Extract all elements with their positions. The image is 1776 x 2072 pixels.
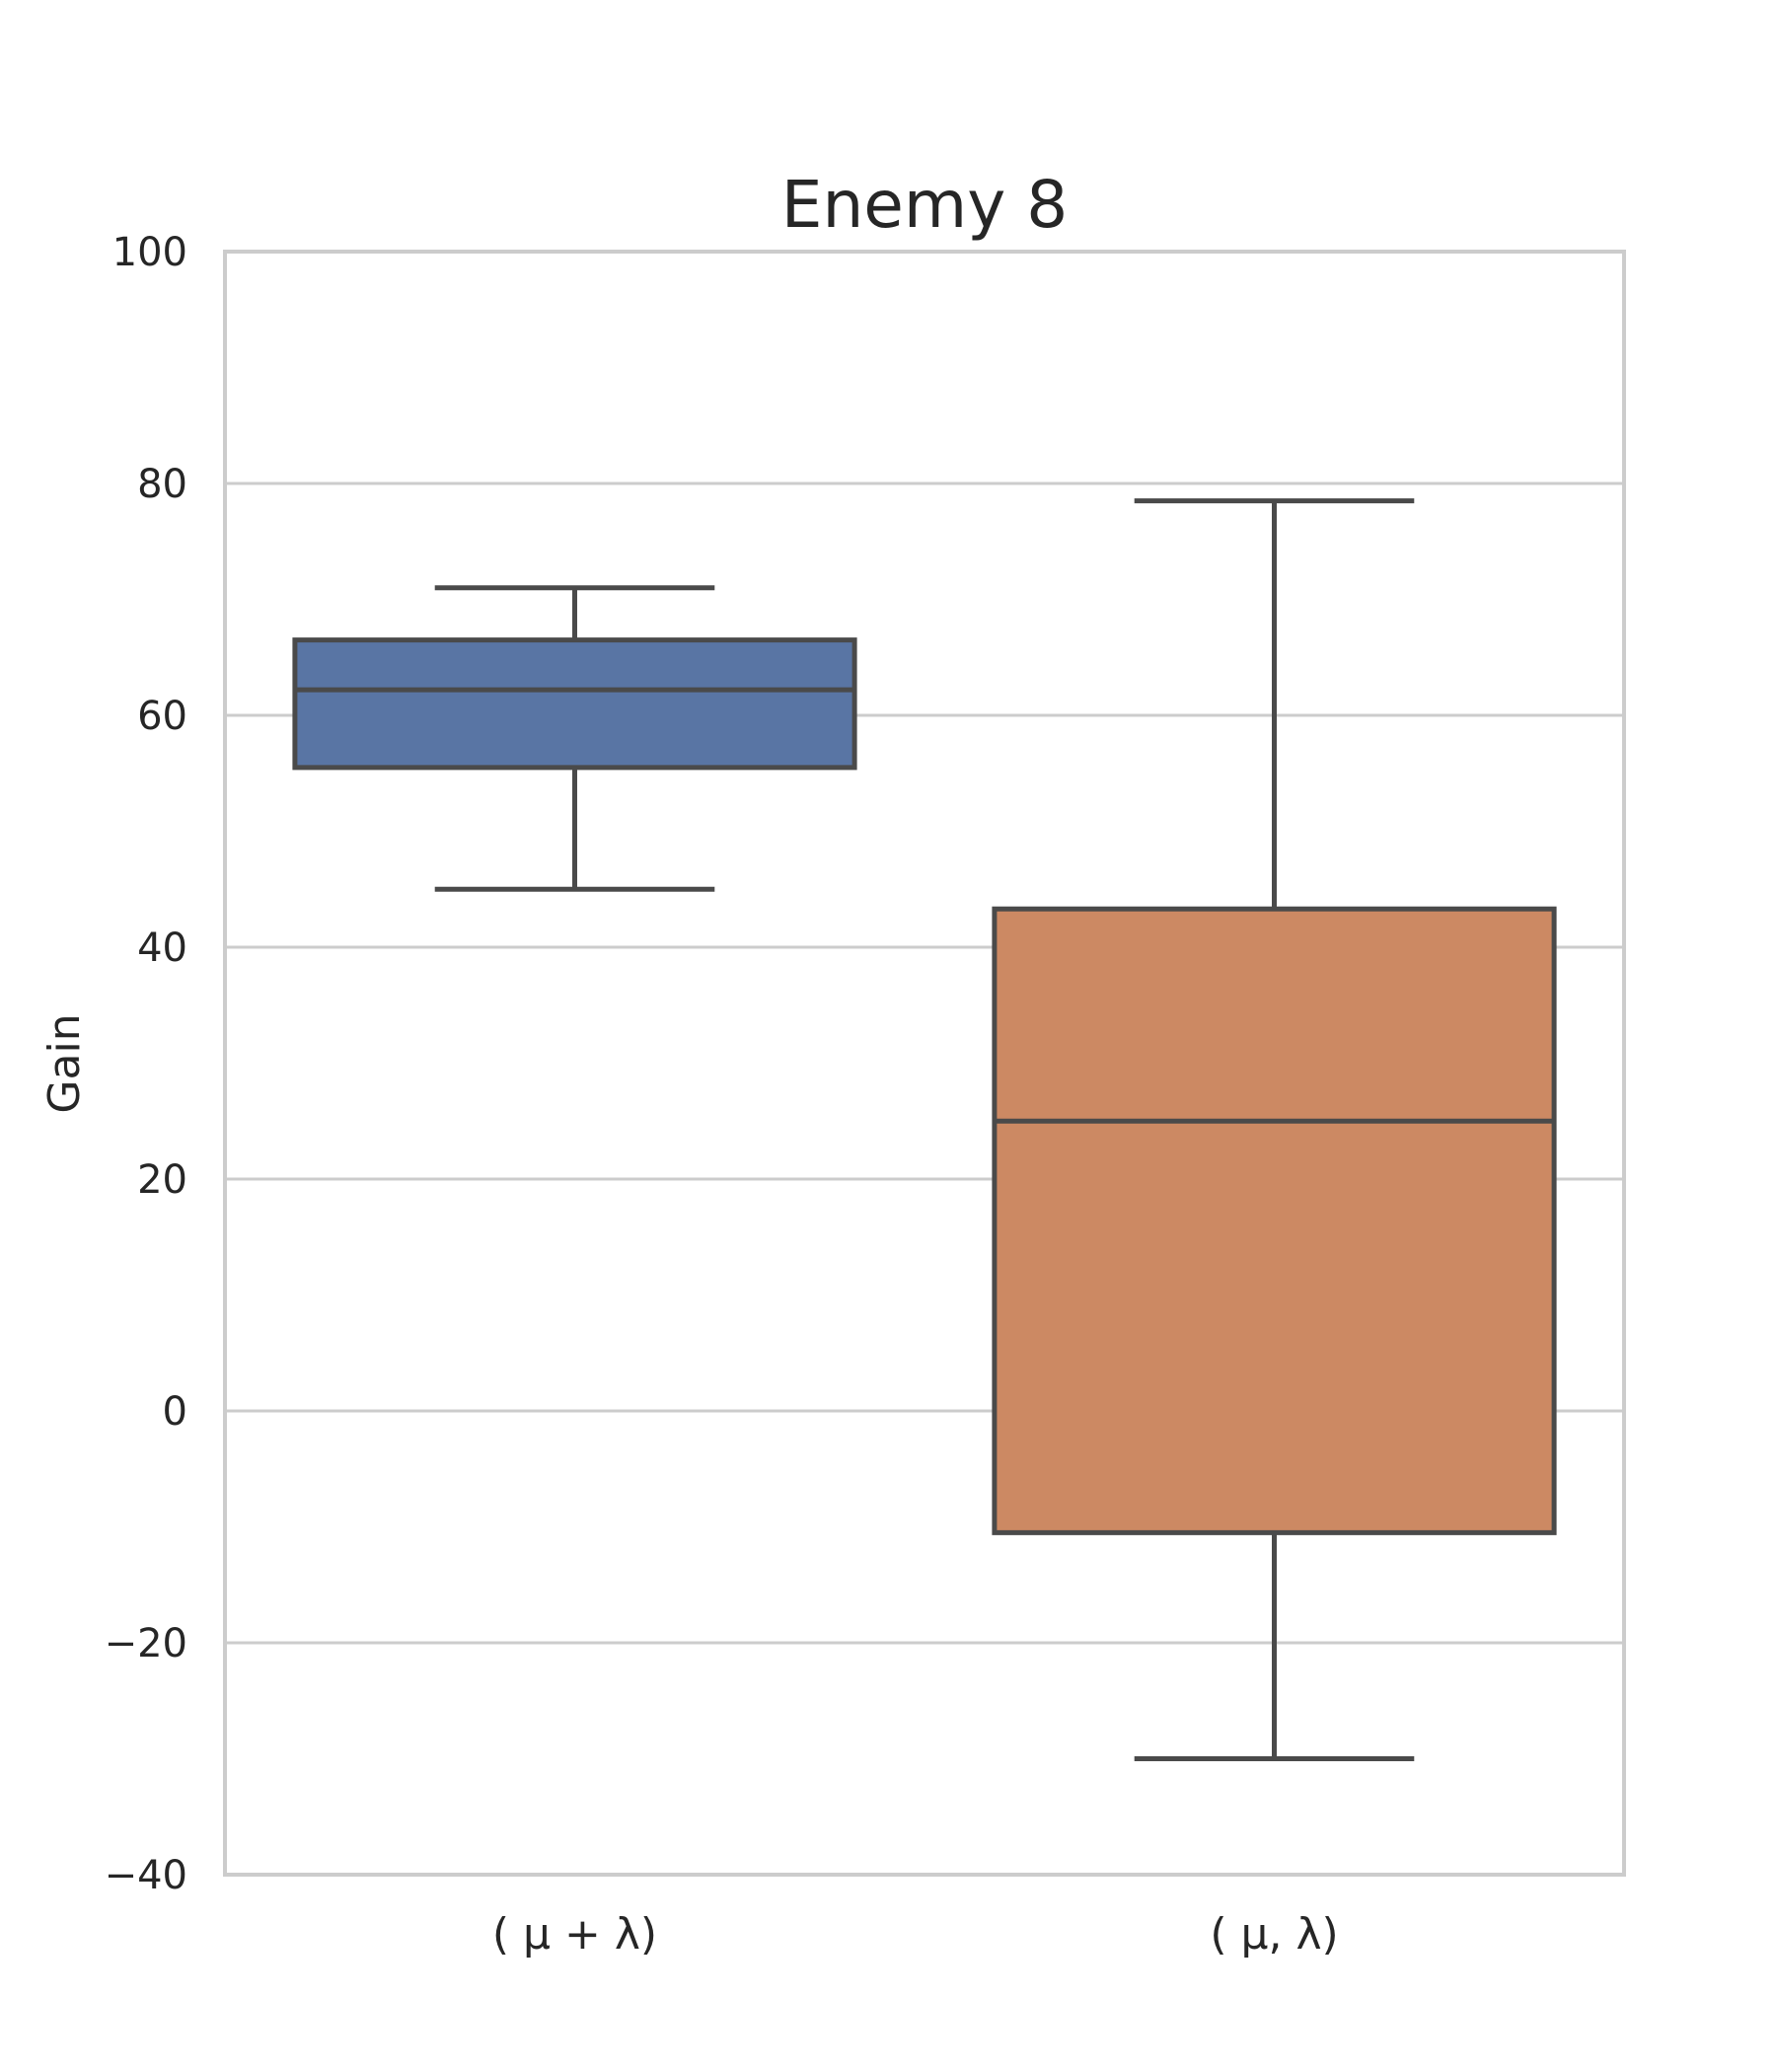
x-tick-label-0: ( μ + λ) [492, 1909, 657, 1960]
y-tick-label-3: 20 [137, 1157, 187, 1203]
y-tick-label-5: 60 [137, 694, 187, 739]
y-tick-label-0: −40 [105, 1853, 187, 1898]
boxes-group [292, 498, 1557, 1761]
chart-title: Enemy 8 [781, 167, 1068, 243]
plot-frame [223, 250, 1626, 1877]
box-0 [292, 637, 857, 771]
x-tick-label-1: ( μ, λ) [1210, 1909, 1338, 1960]
box-group-1 [992, 498, 1557, 1761]
y-tick-label-6: 80 [137, 462, 187, 507]
box-1 [992, 906, 1557, 1535]
y-tick-label-1: −20 [105, 1621, 187, 1666]
y-tick-label-2: 0 [163, 1389, 187, 1435]
y-tick-labels: −40 −20 0 20 40 60 80 100 [105, 230, 187, 1898]
y-tick-label-7: 100 [112, 230, 187, 275]
y-tick-label-4: 40 [137, 925, 187, 971]
box-group-0 [292, 585, 857, 892]
y-axis-label: Gain [39, 1013, 90, 1113]
x-tick-labels: ( μ + λ) ( μ, λ) [492, 1909, 1339, 1960]
